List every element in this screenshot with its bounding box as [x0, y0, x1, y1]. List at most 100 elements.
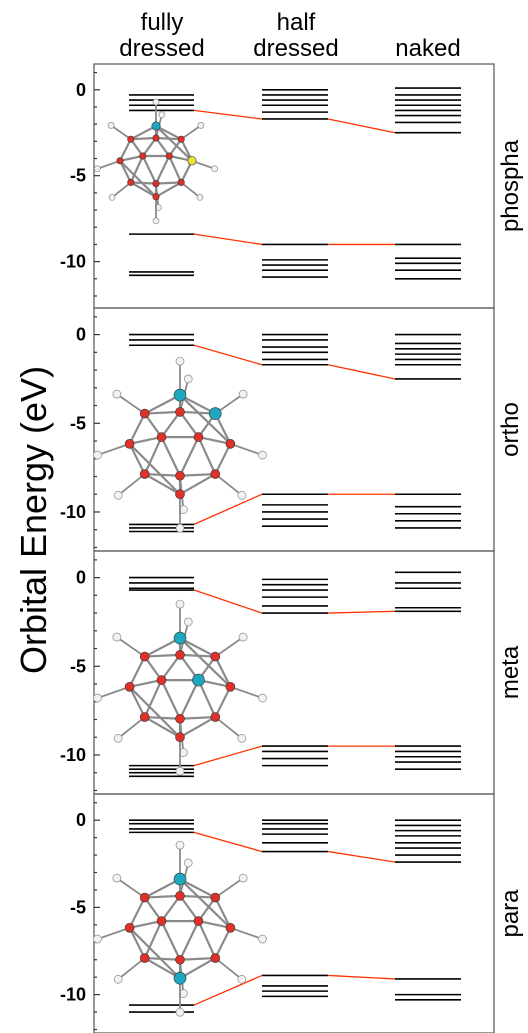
cage-bond	[128, 442, 182, 496]
boron-atom	[116, 157, 124, 165]
hydrogen-atom	[158, 111, 166, 119]
panel-label: phospha	[497, 139, 524, 232]
carbon-atom	[151, 121, 161, 131]
h-bond	[214, 877, 245, 899]
hydrogen-atom	[258, 693, 267, 703]
cage-bond	[118, 159, 132, 184]
cage-bond	[160, 436, 182, 477]
cage-bond	[154, 181, 183, 185]
cage-bond	[178, 956, 217, 961]
cage-bond	[154, 124, 183, 141]
h-bond	[117, 957, 146, 981]
boron-atom	[139, 651, 150, 662]
cage-bond	[143, 636, 182, 658]
connector-line	[193, 493, 263, 525]
cage-bond	[128, 412, 146, 445]
cage-bond	[143, 894, 182, 899]
y-tick-label: -10	[60, 502, 86, 522]
boron-atom	[139, 953, 150, 963]
cage-bond	[197, 436, 217, 476]
connector-line	[327, 974, 396, 980]
cage-bond	[178, 715, 217, 720]
boron-atom	[225, 923, 236, 933]
boron-atom	[177, 135, 185, 143]
cage-bond	[178, 636, 217, 658]
y-tick-label: -5	[70, 166, 86, 186]
boron-atom	[152, 180, 160, 188]
boron-atom	[124, 439, 135, 449]
cage-bond	[143, 919, 163, 960]
cage-bond	[178, 877, 232, 929]
hydrogen-atom	[113, 733, 123, 743]
h-bond	[214, 636, 245, 658]
boron-atom	[156, 432, 167, 442]
cage-bond	[178, 472, 217, 496]
connector-line	[193, 831, 263, 853]
connector-line	[193, 974, 263, 1006]
cage-bond	[128, 926, 182, 980]
connector-line	[193, 344, 263, 366]
boron-atom	[139, 152, 147, 160]
y-tick-label: -5	[70, 897, 86, 917]
col-head-fully-line2: dressed	[119, 35, 204, 62]
h-bond	[96, 442, 131, 456]
boron-atom	[175, 954, 185, 965]
cage-bond	[178, 678, 200, 720]
boron-atom	[210, 651, 221, 662]
panel-phospha: 0 -5 -10 phospha	[60, 63, 524, 309]
boron-atom	[225, 682, 236, 692]
cage-bond	[178, 715, 217, 739]
y-tick-label: -5	[70, 656, 86, 676]
h-bond	[115, 877, 146, 899]
boron-atom	[193, 916, 204, 926]
cage-bond	[129, 124, 158, 141]
connector-line	[193, 589, 263, 614]
h-bond	[117, 716, 146, 740]
col-head-half-line1: half	[277, 9, 316, 36]
cage-bond	[154, 136, 171, 158]
boron-atom	[175, 713, 185, 724]
h-bond	[115, 393, 146, 415]
panels: 0 -5 -10 phospha 0 -5 -10 ortho 0 -5 -10 meta 0 -5 -10…	[60, 63, 524, 1033]
boron-atom	[139, 469, 150, 479]
hydrogen-atom	[211, 165, 219, 173]
cage-bond	[128, 926, 146, 960]
carbon-atom	[173, 631, 187, 645]
molecule-illustration	[93, 599, 267, 776]
panel-label: meta	[497, 645, 524, 699]
hydrogen-atom	[93, 693, 102, 703]
hydrogen-atom	[152, 98, 160, 106]
y-tick-label: -10	[60, 985, 86, 1005]
cage-bond	[178, 956, 217, 980]
cage-bond	[168, 154, 183, 184]
col-head-fully-line1: fully	[141, 9, 184, 36]
phosphorus-atom	[187, 156, 197, 166]
h-bond	[117, 473, 146, 497]
cage-bond	[129, 136, 158, 141]
hydrogen-atom	[93, 165, 101, 173]
cage-bond	[214, 896, 232, 929]
molecule-illustration	[93, 356, 267, 533]
cage-bond	[143, 653, 182, 658]
carbon-atom	[192, 673, 205, 687]
connector-line	[327, 118, 396, 134]
col-head-half-line2: dressed	[253, 35, 338, 62]
cage-bond	[128, 442, 146, 476]
hydrogen-atom	[258, 934, 267, 944]
cage-bond	[197, 919, 217, 960]
connector-line	[327, 610, 396, 614]
cage-bond	[128, 678, 163, 688]
hydrogen-atom	[196, 193, 204, 201]
cage-bond	[197, 436, 232, 445]
cage-bond	[197, 896, 217, 923]
cage-bond	[178, 919, 200, 961]
boron-atom	[193, 432, 204, 442]
hydrogen-atom	[175, 1007, 185, 1017]
boron-atom	[124, 923, 135, 933]
cage-bond	[143, 412, 163, 439]
y-tick-label: -10	[60, 252, 86, 272]
cage-bond	[129, 181, 158, 198]
hydrogen-atom	[238, 873, 248, 883]
hydrogen-atom	[108, 193, 116, 201]
boron-atom	[139, 892, 150, 903]
